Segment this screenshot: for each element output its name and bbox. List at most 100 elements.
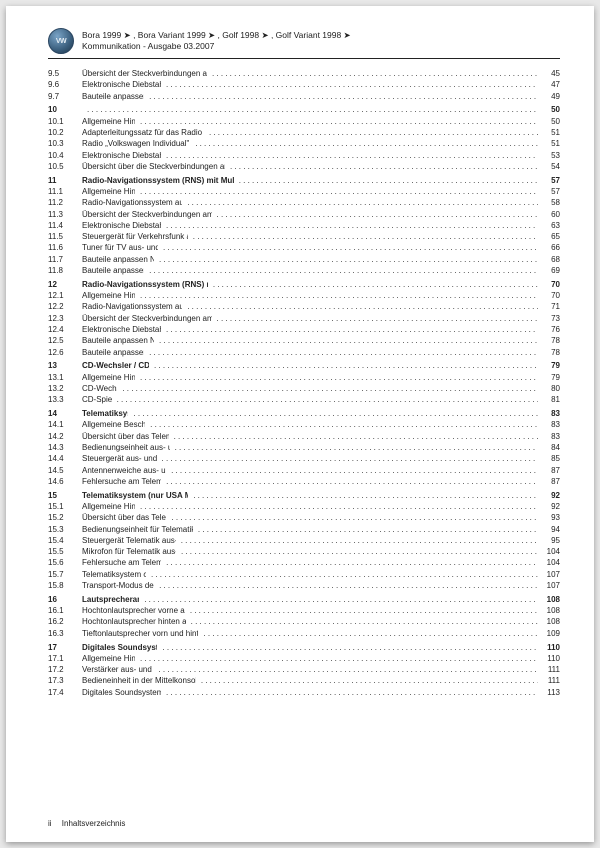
toc-dot-leader: ........................................… bbox=[161, 477, 538, 488]
toc-entry-title: Lautsprecheranlagen bbox=[82, 595, 139, 606]
toc-entry-page: 80 bbox=[538, 384, 560, 395]
toc-entry-number: 15.5 bbox=[48, 547, 82, 558]
toc-entry-page: 108 bbox=[538, 617, 560, 628]
toc-row: 15.2Übersicht über das Telematiksystem..… bbox=[48, 513, 560, 524]
toc-entry-title: Bauteile anpassen Radio bbox=[82, 266, 144, 277]
toc-entry-title: Bauteile anpassen Radio bbox=[82, 92, 144, 103]
toc-entry-page: 50 bbox=[538, 117, 560, 128]
toc-entry-title: Telematiksystem (nur USA Modelljahr 2004… bbox=[82, 491, 188, 502]
toc-entry-title: Allgemeine Hinweise bbox=[82, 502, 135, 513]
toc-entry-title: Übersicht der Steckverbindungen am Radio… bbox=[82, 314, 212, 325]
toc-dot-leader: ........................................… bbox=[145, 420, 538, 431]
toc-row: 11.7Bauteile anpassen Navigation........… bbox=[48, 255, 560, 266]
toc-row: 12Radio-Navigationssystem (RNS) mit Mono… bbox=[48, 280, 560, 291]
toc-dot-leader: ........................................… bbox=[161, 558, 538, 569]
toc-entry-number: 11.3 bbox=[48, 210, 82, 221]
toc-dot-leader: ........................................… bbox=[161, 688, 538, 699]
toc-entry-number: 14.4 bbox=[48, 454, 82, 465]
header-line-2: Kommunikation - Ausgabe 03.2007 bbox=[82, 41, 351, 52]
toc-dot-leader: ........................................… bbox=[169, 432, 538, 443]
toc-entry-title: Bedienungseinheit für Telematik aus- und… bbox=[82, 525, 193, 536]
toc-row: 14.2Übersicht über das Telematik-System.… bbox=[48, 432, 560, 443]
toc-entry-page: 78 bbox=[538, 336, 560, 347]
toc-entry-number: 11.8 bbox=[48, 266, 82, 277]
toc-row: 11Radio-Navigationssystem (RNS) mit Mult… bbox=[48, 176, 560, 187]
toc-entry-number: 12.5 bbox=[48, 336, 82, 347]
toc-row: 10.5Übersicht über die Steckverbindungen… bbox=[48, 162, 560, 173]
toc-row: 15Telematiksystem (nur USA Modelljahr 20… bbox=[48, 491, 560, 502]
toc-row: 11.1Allgemeine Hinweise.................… bbox=[48, 187, 560, 198]
toc-entry-page: 87 bbox=[538, 466, 560, 477]
toc-entry-page: 66 bbox=[538, 243, 560, 254]
toc-entry-number: 10.3 bbox=[48, 139, 82, 150]
toc-entry-number: 10.4 bbox=[48, 151, 82, 162]
toc-entry-page: 92 bbox=[538, 502, 560, 513]
toc-dot-leader: ........................................… bbox=[208, 280, 538, 291]
toc-row: 14.1Allgemeine Beschreibung.............… bbox=[48, 420, 560, 431]
toc-entry-title: Übersicht über das Telematik-System bbox=[82, 432, 169, 443]
toc-row: 11.3Übersicht der Steckverbindungen am R… bbox=[48, 210, 560, 221]
toc-dot-leader: ........................................… bbox=[82, 105, 538, 116]
toc-row: 9.7Bauteile anpassen Radio..............… bbox=[48, 92, 560, 103]
toc-entry-title: Elektronische Diebstahlsicherung bbox=[82, 325, 161, 336]
toc-row: 15.1Allgemeine Hinweise.................… bbox=[48, 502, 560, 513]
toc-entry-page: 113 bbox=[538, 688, 560, 699]
toc-entry-title: Elektronische Diebstahlsicherung bbox=[82, 80, 161, 91]
toc-row: 14.4Steuergerät aus- und einbauen.......… bbox=[48, 454, 560, 465]
header-line-1: Bora 1999 ➤ , Bora Variant 1999 ➤ , Golf… bbox=[82, 30, 351, 41]
toc-dot-leader: ........................................… bbox=[128, 409, 538, 420]
footer-label: Inhaltsverzeichnis bbox=[62, 819, 126, 828]
toc-entry-page: 51 bbox=[538, 128, 560, 139]
toc-entry-number: 11 bbox=[48, 176, 82, 187]
toc-entry-number: 11.6 bbox=[48, 243, 82, 254]
page-header: VW Bora 1999 ➤ , Bora Variant 1999 ➤ , G… bbox=[48, 28, 560, 54]
toc-entry-number: 14.2 bbox=[48, 432, 82, 443]
toc-dot-leader: ........................................… bbox=[135, 291, 538, 302]
toc-dot-leader: ........................................… bbox=[154, 581, 538, 592]
toc-dot-leader: ........................................… bbox=[166, 466, 538, 477]
toc-entry-page: 79 bbox=[538, 373, 560, 384]
toc-dot-leader: ........................................… bbox=[161, 151, 538, 162]
toc-row: 15.6Fehlersuche am Telematiksystem......… bbox=[48, 558, 560, 569]
toc-row: 9.6Elektronische Diebstahlsicherung.....… bbox=[48, 80, 560, 91]
toc-entry-page: 83 bbox=[538, 432, 560, 443]
toc-entry-page: 83 bbox=[538, 409, 560, 420]
toc-entry-number: 15.2 bbox=[48, 513, 82, 524]
toc-entry-number: 12 bbox=[48, 280, 82, 291]
toc-row: 15.5Mikrofon für Telematik aus- und einb… bbox=[48, 547, 560, 558]
toc-entry-title: Übersicht über die Steckverbindungen am … bbox=[82, 162, 225, 173]
toc-entry-title: Allgemeine Beschreibung bbox=[82, 420, 145, 431]
toc-row: 14.6Fehlersuche am Telematiksystem......… bbox=[48, 477, 560, 488]
toc-entry-title: Übersicht der Steckverbindungen am Radio… bbox=[82, 69, 207, 80]
toc-row: 10.2Adapterleitungssatz für das Radio „V… bbox=[48, 128, 560, 139]
toc-dot-leader: ........................................… bbox=[170, 443, 538, 454]
toc-dot-leader: ........................................… bbox=[198, 629, 538, 640]
toc-entry-number: 12.3 bbox=[48, 314, 82, 325]
toc-entry-page: 69 bbox=[538, 266, 560, 277]
toc-row: 10.3Radio „Volkswagen Individual" aus- u… bbox=[48, 139, 560, 150]
toc-entry-number: 9.5 bbox=[48, 69, 82, 80]
toc-entry-title: Tieftonlautsprecher vorn und hinten aus-… bbox=[82, 629, 198, 640]
toc-entry-number: 12.4 bbox=[48, 325, 82, 336]
toc-entry-title: Telematiksystem codieren bbox=[82, 570, 146, 581]
toc-dot-leader: ........................................… bbox=[146, 570, 538, 581]
toc-entry-title: Elektronische Diebstahlsicherung bbox=[82, 221, 161, 232]
header-rule bbox=[48, 58, 560, 59]
toc-entry-page: 51 bbox=[538, 139, 560, 150]
toc-entry-title: Hochtonlautsprecher hinten aus- und einb… bbox=[82, 617, 186, 628]
toc-entry-page: 93 bbox=[538, 513, 560, 524]
toc-entry-title: Steuergerät für Verkehrsfunk aus- und ei… bbox=[82, 232, 188, 243]
toc-entry-title: Transport-Modus deaktivieren bbox=[82, 581, 154, 592]
toc-entry-number: 10.1 bbox=[48, 117, 82, 128]
toc-dot-leader: ........................................… bbox=[193, 525, 538, 536]
toc-row: 14.5Antennenweiche aus- und einbauen....… bbox=[48, 466, 560, 477]
toc-entry-title: Fehlersuche am Telematiksystem bbox=[82, 558, 161, 569]
toc-entry-title: Telematiksystem bbox=[82, 409, 128, 420]
toc-entry-number: 11.4 bbox=[48, 221, 82, 232]
toc-entry-number: 17 bbox=[48, 643, 82, 654]
toc-entry-number: 16.1 bbox=[48, 606, 82, 617]
toc-entry-page: 65 bbox=[538, 232, 560, 243]
toc-entry-number: 14.3 bbox=[48, 443, 82, 454]
toc-dot-leader: ........................................… bbox=[153, 665, 538, 676]
toc-entry-title: Radio „Volkswagen Individual" aus- und e… bbox=[82, 139, 190, 150]
